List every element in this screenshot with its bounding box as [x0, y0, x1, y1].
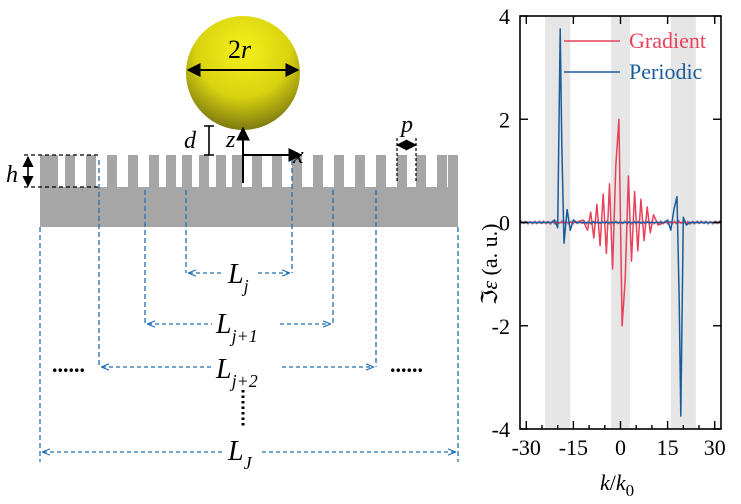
grating-tooth	[437, 155, 447, 188]
x-tick-label: -30	[512, 435, 541, 460]
grating-tooth	[313, 155, 323, 188]
grating-tooth	[107, 155, 117, 188]
gap-d-bracket	[204, 125, 214, 156]
grating-tooth	[252, 155, 262, 188]
height-h-bracket	[24, 154, 98, 188]
series-lines	[519, 28, 722, 417]
nanoparticle-sphere	[186, 16, 300, 130]
period-p-label: p	[399, 112, 413, 138]
y-tick-label: -2	[492, 314, 510, 339]
legend: Gradient Periodic	[564, 28, 706, 84]
x-tick-label: 15	[657, 435, 679, 460]
x-tick-label: 30	[704, 435, 726, 460]
series-line-periodic	[520, 28, 721, 417]
grating-tooth	[355, 155, 365, 188]
height-h-label: h	[6, 162, 18, 188]
ellipsis-left: ......	[52, 352, 85, 377]
grating-tooth	[149, 155, 159, 188]
ellipsis-right: ......	[390, 352, 423, 377]
grating-tooth	[199, 155, 209, 188]
grating-tooth	[397, 155, 407, 188]
chart: -30 -15 0 15 30 -4 -2 0 2 4 Gradient Periodic k/k…	[477, 4, 726, 500]
grating-tooth	[166, 155, 176, 188]
grating-tooth	[65, 155, 75, 188]
x-axis-title: k/k0	[600, 470, 634, 500]
y-tick-label: 4	[499, 4, 510, 29]
grating-tooth	[334, 155, 344, 188]
grating-tooth	[216, 155, 226, 188]
grating-tooth	[272, 155, 282, 188]
grating-tooth	[416, 155, 426, 188]
grating-tooth	[86, 155, 96, 188]
grating-tooth	[292, 155, 302, 188]
label-LJ: LJ	[227, 436, 253, 473]
schematic: 2r d z x p h	[6, 16, 459, 473]
axis-ticks: -30 -15 0 15 30 -4 -2 0 2 4	[492, 4, 726, 460]
x-axis-label: x	[292, 143, 304, 169]
x-tick-label: 0	[615, 435, 626, 460]
grating-tooth	[40, 155, 58, 188]
label-Lj1: Lj+1	[215, 309, 258, 346]
diameter-label: 2r	[228, 35, 252, 64]
grating-substrate	[40, 187, 458, 227]
grating-tooth	[376, 155, 386, 188]
y-tick-label: -4	[492, 417, 510, 442]
legend-periodic-label: Periodic	[629, 59, 703, 84]
label-Lj: Lj	[227, 259, 249, 296]
y-tick-label: 0	[499, 211, 510, 236]
grating-tooth	[232, 155, 242, 188]
z-axis-label: z	[225, 127, 236, 153]
grating-teeth	[40, 155, 458, 188]
label-Lj2: Lj+2	[215, 354, 258, 391]
grating-tooth	[182, 155, 192, 188]
grating-tooth	[128, 155, 138, 188]
gap-d-label: d	[184, 128, 197, 154]
x-tick-label: -15	[559, 435, 588, 460]
y-axis-title: ℑε (a. u.)	[477, 224, 502, 305]
grating-tooth	[448, 155, 458, 188]
legend-gradient-label: Gradient	[629, 28, 706, 53]
y-tick-label: 2	[499, 107, 510, 132]
